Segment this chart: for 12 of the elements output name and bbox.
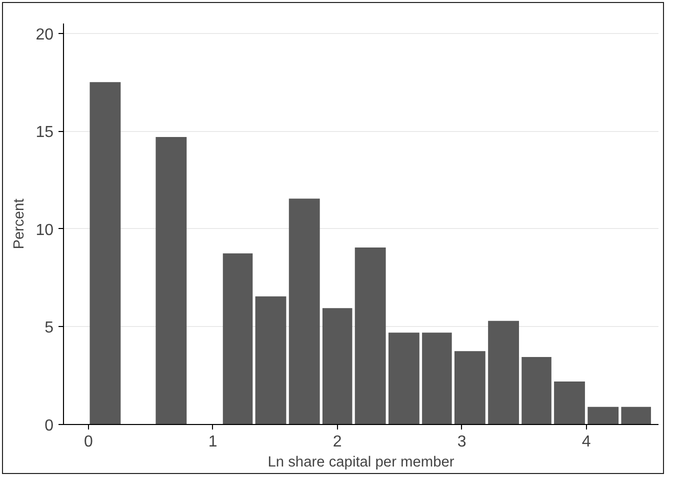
y-axis-title: Percent	[12, 198, 28, 250]
x-tick-label: 4	[582, 434, 591, 450]
x-axis-title: Ln share capital per member	[268, 454, 454, 470]
y-tick-label: 0	[44, 418, 54, 434]
x-tick-label: 0	[84, 434, 93, 450]
y-tick-label: 10	[36, 222, 54, 239]
y-tick-label: 5	[44, 320, 54, 337]
x-tick-label: 1	[208, 434, 218, 450]
x-tick-label: 2	[332, 434, 342, 450]
x-tick-label: 3	[457, 434, 466, 450]
y-tick-label: 15	[36, 124, 54, 142]
y-tick-label: 20	[36, 26, 54, 44]
